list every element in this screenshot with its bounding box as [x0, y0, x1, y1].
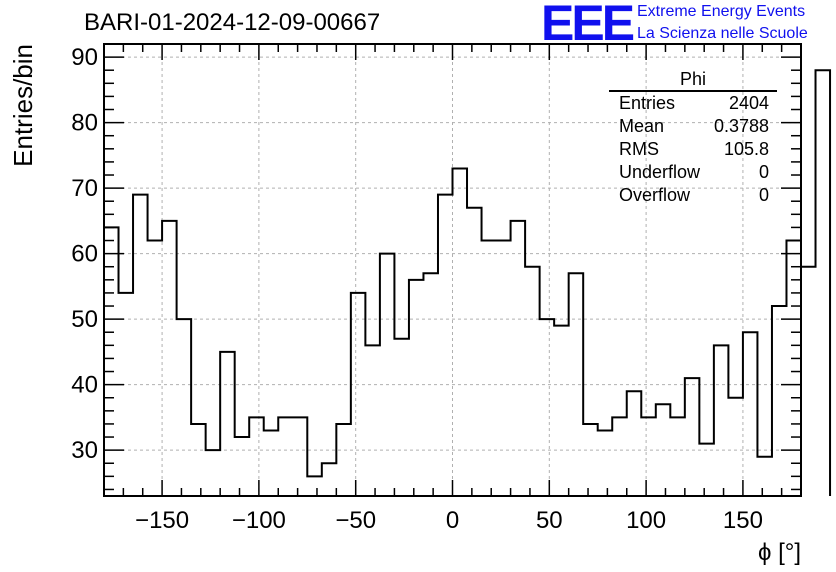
histogram-bin — [423, 273, 438, 496]
histogram-bin — [728, 398, 743, 496]
y-tick-label: 90 — [71, 44, 98, 71]
histogram-bin — [409, 280, 424, 496]
histogram-bin — [641, 417, 656, 496]
histogram-bin — [816, 70, 831, 496]
histogram-bin — [119, 293, 134, 496]
histogram-bin — [191, 424, 206, 496]
histogram-bin — [540, 319, 555, 496]
histogram-bin — [453, 168, 468, 496]
histogram-bin — [177, 319, 192, 496]
histogram-bin — [162, 221, 177, 496]
histogram-series — [103, 69, 832, 496]
histogram-bin — [554, 326, 569, 496]
histogram-bin — [757, 457, 772, 496]
histogram-bin — [569, 273, 584, 496]
y-tick-label: 80 — [71, 110, 98, 137]
histogram-bin — [365, 345, 380, 496]
stats-row-mean: Mean 0.3788 — [609, 115, 777, 138]
eee-logo: EEE — [541, 0, 635, 51]
stats-label: Underflow — [619, 162, 701, 182]
stats-row-entries: Entries 2404 — [609, 92, 777, 115]
histogram-bin — [278, 417, 293, 496]
histogram-bin — [249, 417, 264, 496]
stats-value: 2404 — [728, 93, 769, 113]
histogram-bin — [496, 241, 511, 496]
histogram-bin — [380, 254, 395, 496]
histogram-bin — [235, 437, 250, 496]
histogram-bin — [743, 332, 758, 496]
x-tick-label: −100 — [232, 507, 286, 534]
stats-label: Mean — [619, 116, 665, 136]
histogram-bin — [685, 378, 700, 496]
stats-row-overflow: Overflow 0 — [609, 184, 777, 207]
histogram-bin — [786, 241, 801, 496]
histogram-bin — [583, 424, 598, 496]
histogram-bin — [598, 430, 613, 496]
histogram-bin — [699, 444, 714, 496]
chart-title: BARI-01-2024-12-09-00667 — [84, 9, 381, 36]
stats-label: Entries — [619, 93, 676, 113]
stats-value: 0 — [758, 162, 769, 182]
histogram-bin — [511, 221, 526, 496]
histogram-bin — [264, 430, 279, 496]
histogram-bin — [220, 352, 235, 496]
histogram-bin — [482, 241, 497, 496]
histogram-bin — [322, 463, 337, 496]
x-tick-label: 50 — [536, 507, 563, 534]
stats-row-underflow: Underflow 0 — [609, 161, 777, 184]
x-tick-label: −50 — [335, 507, 376, 534]
histogram-bin — [104, 227, 119, 496]
y-axis-title: Entries/bin — [8, 44, 38, 167]
histogram-bin — [307, 476, 322, 496]
x-tick-label: 150 — [723, 507, 763, 534]
histogram-bin — [394, 339, 409, 496]
y-tick-label: 50 — [71, 306, 98, 333]
y-tick-label: 30 — [71, 437, 98, 464]
histogram-bin — [148, 241, 163, 496]
histogram-bin — [351, 293, 366, 496]
histogram-bin — [656, 404, 671, 496]
y-tick-label: 60 — [71, 241, 98, 268]
histogram-bin — [206, 450, 221, 496]
x-axis-title: ϕ [°] — [758, 539, 801, 566]
histogram-bin — [293, 417, 308, 496]
y-tick-label: 40 — [71, 372, 98, 399]
logo-caption-line2: La Scienza nelle Scuole — [637, 25, 808, 42]
histogram-bin — [772, 306, 787, 496]
histogram-bin — [438, 195, 453, 496]
stats-value: 105.8 — [723, 139, 769, 159]
stats-title: Phi — [609, 68, 777, 92]
histogram-bin — [525, 267, 540, 496]
logo-caption-line1: Extreme Energy Events — [637, 3, 806, 20]
stats-box: Phi Entries 2404 Mean 0.3788 RMS 105.8 U… — [609, 68, 777, 207]
stats-value: 0.3788 — [713, 116, 769, 136]
y-tick-label: 70 — [71, 175, 98, 202]
histogram-bin — [336, 424, 351, 496]
x-tick-label: 0 — [446, 507, 459, 534]
histogram-bin — [670, 417, 685, 496]
histogram-bin — [133, 195, 148, 496]
stats-value: 0 — [758, 185, 769, 205]
x-tick-label: −150 — [135, 507, 189, 534]
stats-row-rms: RMS 105.8 — [609, 138, 777, 161]
histogram-bin — [627, 391, 642, 496]
histogram-bin — [612, 417, 627, 496]
stats-label: Overflow — [619, 185, 691, 205]
histogram-bin — [714, 345, 729, 496]
stats-label: RMS — [619, 139, 659, 159]
x-tick-label: 100 — [626, 507, 666, 534]
histogram-bin — [801, 267, 816, 496]
histogram-bin — [467, 208, 482, 496]
